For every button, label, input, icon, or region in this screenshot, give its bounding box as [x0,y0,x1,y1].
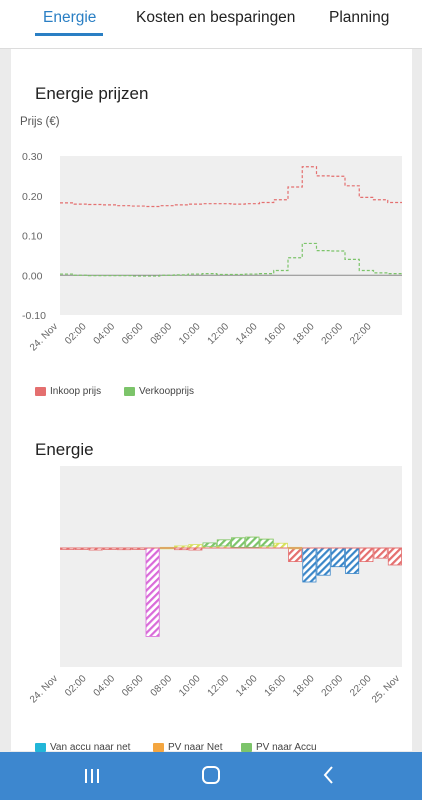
legend-item-van-accu-naar-net[interactable]: Van accu naar net [35,742,130,753]
energy-x-tick-label: 14:00 [234,673,260,699]
energy-plot-area [60,466,402,667]
recent-apps-icon [85,769,99,783]
energy-bar-pv-naar-accu [245,536,260,548]
legend-swatch-verkoop [124,387,135,396]
system-navigation-bar [0,752,422,800]
price-y-axis-title: Prijs (€) [20,116,60,128]
price-y-tick-label: 0.20 [22,191,43,203]
tab-energie[interactable]: Energie [43,9,97,26]
energy-card-title: Energie [35,440,94,459]
energy-x-tick-label: 02:00 [63,673,89,699]
series-line-verkoopprijs [60,242,402,277]
energy-bar-accu-verbruik [345,547,360,574]
energy-bar-net-verbruik [387,547,402,566]
energy-x-tick-label: 16:00 [263,673,289,699]
energy-bar-pv [188,544,203,549]
energy-x-tick-label: 24. Nov [28,673,60,705]
energy-x-tick-label: 18:00 [291,673,317,699]
price-plot-area [60,156,402,315]
energy-x-tick-label: 06:00 [120,673,146,699]
energy-bar-net-verbruik [288,547,303,563]
home-button[interactable] [181,752,241,800]
back-icon [323,766,333,784]
legend-label-van-accu: Van accu naar net [50,742,131,753]
prices-card-title: Energie prijzen [35,84,149,103]
legend-label-inkoop: Inkoop prijs [50,386,102,397]
energy-x-tick-label: 04:00 [92,673,118,699]
legend-label-pv-accu: PV naar Accu [256,742,317,753]
legend-item-inkoop-prijs[interactable]: Inkoop prijs [35,386,101,397]
energy-bar-accu-verbruik [316,547,331,576]
energy-bar-net-naar-accu [145,547,160,637]
legend-swatch-van-accu [35,743,46,752]
back-button[interactable] [299,752,359,800]
legend-swatch-inkoop [35,387,46,396]
energy-x-tick-label: 10:00 [177,673,203,699]
series-line-inkoop-prijs [60,166,402,208]
active-tab-indicator [35,33,103,36]
energy-bar-accu-verbruik [302,547,317,583]
energy-bar-pv-naar-accu [231,537,246,548]
legend-item-verkoopprijs[interactable]: Verkoopprijs [124,386,194,397]
legend-label-verkoop: Verkoopprijs [139,386,195,397]
energy-x-tick-label: 08:00 [149,673,175,699]
legend-label-pv-net: PV naar Net [168,742,223,753]
home-icon [202,766,220,784]
energy-bar-net-verbruik [373,547,388,559]
energy-bar-pv [273,542,288,549]
price-y-tick-label: 0.00 [22,270,43,282]
energy-bar-pv-naar-accu [259,538,274,547]
tab-bar: Energie Kosten en besparingen Planning [0,0,422,49]
energy-bar-pv-naar-accu [202,542,217,547]
energy-x-tick-label: 22:00 [348,673,374,699]
legend-swatch-pv-accu [241,743,252,752]
tab-planning[interactable]: Planning [329,9,390,26]
recent-apps-button[interactable] [62,752,122,800]
tab-kosten-en-besparingen[interactable]: Kosten en besparingen [136,9,296,26]
legend-item-pv-naar-net[interactable]: PV naar Net [153,742,222,753]
energy-x-tick-label: 25. Nov [370,673,402,705]
legend-swatch-pv-net [153,743,164,752]
price-y-tick-label: -0.10 [22,310,46,322]
price-y-tick-label: 0.10 [22,231,43,243]
energy-bar-accu-verbruik [330,547,345,568]
legend-item-pv-naar-accu[interactable]: PV naar Accu [241,742,317,753]
energy-bar-pv-naar-accu [216,539,231,547]
price-y-tick-label: 0.30 [22,151,43,163]
energy-bar-net-verbruik [359,547,374,563]
energy-x-tick-label: 20:00 [320,673,346,699]
energy-x-tick-label: 12:00 [206,673,232,699]
